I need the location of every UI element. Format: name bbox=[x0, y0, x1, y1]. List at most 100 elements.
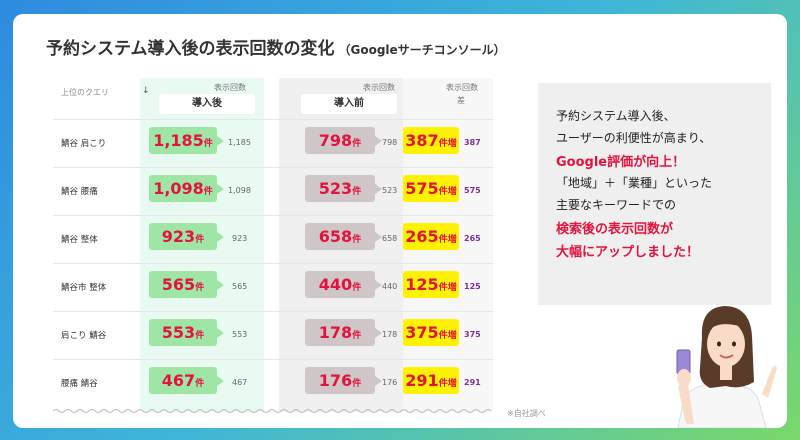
panel-line-2: ユーザーの利便性が高まり、 bbox=[556, 131, 712, 145]
after-count: 1,098 bbox=[153, 179, 204, 198]
before-small-count: 798 bbox=[382, 138, 398, 147]
before-count: 440 bbox=[318, 275, 353, 294]
diff-count-bubble: 387件増 bbox=[403, 127, 459, 154]
row-divider bbox=[53, 359, 493, 360]
before-count-bubble: 178件 bbox=[305, 319, 382, 346]
unit: 件 bbox=[195, 379, 205, 389]
summary-panel: 予約システム導入後、 ユーザーの利便性が高まり、 Google評価が向上！ 「地… bbox=[538, 83, 771, 305]
diff-count-bubble: 291件増 bbox=[403, 367, 459, 394]
source-note: ※自社調べ bbox=[507, 409, 546, 418]
after-count-bubble: 923件 bbox=[149, 223, 224, 250]
header-query: 上位のクエリ bbox=[61, 88, 109, 97]
after-count: 553 bbox=[161, 323, 196, 342]
unit: 件 bbox=[195, 235, 205, 245]
unit: 件 bbox=[203, 187, 213, 197]
before-count-bubble: 176件 bbox=[305, 367, 382, 394]
diff-small-count: 291 bbox=[464, 378, 481, 387]
after-count: 565 bbox=[161, 275, 196, 294]
page-title: 予約システム導入後の表示回数の変化 （Googleサーチコンソール） bbox=[46, 34, 506, 59]
before-count: 523 bbox=[318, 179, 353, 198]
diff-small-count: 387 bbox=[464, 138, 481, 147]
unit-increase: 件増 bbox=[438, 331, 457, 341]
unit: 件 bbox=[195, 283, 205, 293]
before-count-bubble: 440件 bbox=[305, 271, 382, 298]
header-impressions-after: 表示回数 bbox=[214, 83, 246, 92]
diff-count-bubble: 575件増 bbox=[403, 175, 459, 202]
panel-line-5: 主要なキーワードでの bbox=[556, 198, 677, 212]
header-after-label[interactable]: 導入後 bbox=[159, 94, 255, 114]
wavy-divider bbox=[53, 409, 492, 413]
after-small-count: 1,185 bbox=[228, 138, 251, 147]
row-keyword: 鯖谷 肩こり bbox=[61, 139, 107, 149]
diff-count: 125 bbox=[405, 275, 439, 294]
row-keyword: 鯖谷 整体 bbox=[61, 235, 98, 245]
header-impressions-diff: 表示回数 bbox=[446, 83, 478, 92]
after-count-bubble: 565件 bbox=[149, 271, 224, 298]
unit: 件 bbox=[352, 331, 362, 341]
row-divider bbox=[53, 311, 493, 312]
after-count: 923 bbox=[161, 227, 196, 246]
before-count-bubble: 523件 bbox=[305, 175, 382, 202]
header-before-label[interactable]: 導入前 bbox=[301, 94, 397, 114]
unit-increase: 件増 bbox=[438, 187, 457, 197]
before-small-count: 178 bbox=[382, 330, 398, 339]
unit: 件 bbox=[352, 187, 362, 197]
before-count: 176 bbox=[318, 371, 353, 390]
row-keyword: 腰痛 鯖谷 bbox=[61, 379, 98, 389]
after-small-count: 923 bbox=[232, 234, 248, 243]
after-count-bubble: 553件 bbox=[149, 319, 224, 346]
header-diff-sub: 差 bbox=[457, 96, 465, 105]
row-divider bbox=[53, 215, 493, 216]
after-count: 467 bbox=[161, 371, 196, 390]
after-count-bubble: 467件 bbox=[149, 367, 224, 394]
panel-line-1: 予約システム導入後、 bbox=[556, 109, 676, 123]
diff-count-bubble: 265件増 bbox=[403, 223, 459, 250]
row-keyword: 鯖谷市 整体 bbox=[61, 283, 107, 293]
before-small-count: 176 bbox=[382, 378, 398, 387]
diff-count: 575 bbox=[405, 179, 439, 198]
diff-count: 387 bbox=[405, 131, 439, 150]
panel-line-4: 「地域」＋「業種」といった bbox=[556, 176, 713, 190]
panel-line-6-highlight: 検索後の表示回数が bbox=[556, 222, 674, 237]
diff-count-bubble: 375件増 bbox=[403, 319, 459, 346]
unit: 件 bbox=[352, 283, 362, 293]
panel-line-3-highlight: Google評価が向上！ bbox=[556, 155, 686, 170]
before-small-count: 523 bbox=[382, 186, 398, 195]
title-text: 予約システム導入後の表示回数の変化 bbox=[46, 39, 335, 59]
before-count: 178 bbox=[318, 323, 353, 342]
row-divider bbox=[53, 263, 493, 264]
after-small-count: 565 bbox=[232, 282, 248, 291]
unit: 件 bbox=[203, 139, 213, 149]
unit: 件 bbox=[352, 139, 362, 149]
sort-arrow-icon[interactable]: ↓ bbox=[142, 86, 150, 96]
unit-increase: 件増 bbox=[438, 379, 457, 389]
before-count: 658 bbox=[318, 227, 353, 246]
unit-increase: 件増 bbox=[438, 235, 457, 245]
before-count-bubble: 658件 bbox=[305, 223, 382, 250]
woman-with-phone-illustration bbox=[676, 306, 777, 428]
before-small-count: 658 bbox=[382, 234, 398, 243]
before-small-count: 440 bbox=[382, 282, 398, 291]
diff-small-count: 265 bbox=[464, 234, 481, 243]
after-count-bubble: 1,185件 bbox=[149, 127, 224, 154]
unit-increase: 件増 bbox=[438, 283, 457, 293]
after-count-bubble: 1,098件 bbox=[149, 175, 224, 202]
row-divider bbox=[53, 167, 493, 168]
unit-increase: 件増 bbox=[438, 139, 457, 149]
diff-small-count: 375 bbox=[464, 330, 481, 339]
header-impressions-before: 表示回数 bbox=[363, 83, 395, 92]
diff-count: 291 bbox=[405, 371, 439, 390]
diff-small-count: 125 bbox=[464, 282, 481, 291]
before-count-bubble: 798件 bbox=[305, 127, 382, 154]
after-small-count: 467 bbox=[232, 378, 248, 387]
after-small-count: 553 bbox=[232, 330, 248, 339]
after-count: 1,185 bbox=[153, 131, 204, 150]
unit: 件 bbox=[352, 379, 362, 389]
row-divider bbox=[53, 119, 493, 120]
title-subtitle: （Googleサーチコンソール） bbox=[338, 43, 506, 57]
diff-count-bubble: 125件増 bbox=[403, 271, 459, 298]
row-keyword: 鯖谷 腰痛 bbox=[61, 187, 98, 197]
row-keyword: 肩こり 鯖谷 bbox=[61, 331, 107, 341]
after-small-count: 1,098 bbox=[228, 186, 251, 195]
diff-count: 265 bbox=[405, 227, 439, 246]
